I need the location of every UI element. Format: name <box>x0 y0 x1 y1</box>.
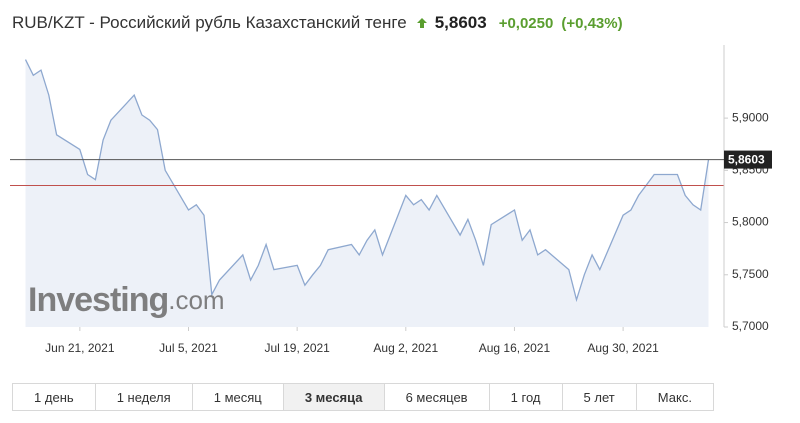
x-tick-label: Jul 5, 2021 <box>159 341 218 355</box>
pair-title: RUB/KZT - Российский рубль Казахстанский… <box>12 13 407 32</box>
range-tab[interactable]: 1 год <box>490 384 563 410</box>
x-tick-label: Jul 19, 2021 <box>264 341 330 355</box>
y-tick-label: 5,8000 <box>732 215 769 229</box>
watermark-suffix: .com <box>168 285 224 315</box>
range-tab[interactable]: 3 месяца <box>283 384 385 410</box>
chart: Investing.com5,70005,75005,80005,85005,9… <box>10 45 772 355</box>
price-line <box>24 59 710 303</box>
range-tabs: 1 день 1 неделя 1 месяц 3 месяца 6 месяцев 1 … <box>12 383 714 411</box>
x-tick-label: Aug 2, 2021 <box>373 341 438 355</box>
range-tab[interactable]: 5 лет <box>563 384 637 410</box>
range-tab[interactable]: 6 месяцев <box>385 384 490 410</box>
y-tick-label: 5,7000 <box>732 319 769 333</box>
watermark-main: Investing <box>28 281 168 319</box>
range-tab[interactable]: 1 месяц <box>193 384 284 410</box>
watermark: Investing.com <box>28 281 225 319</box>
x-tick-label: Jun 21, 2021 <box>45 341 115 355</box>
y-tick-label: 5,7500 <box>732 267 769 281</box>
last-value-box <box>724 150 772 169</box>
range-tab[interactable]: 1 день <box>13 384 96 410</box>
last-value-label: 5,8603 <box>728 153 765 167</box>
x-tick-label: Aug 16, 2021 <box>479 341 551 355</box>
y-tick-label: 5,9000 <box>732 110 769 124</box>
change-percent: (+0,43%) <box>561 14 623 32</box>
range-tab[interactable]: 1 неделя <box>96 384 193 410</box>
x-tick-label: Aug 30, 2021 <box>587 341 659 355</box>
price: 5,8603 <box>434 13 487 32</box>
header: RUB/KZT - Российский рубль Казахстанский… <box>12 10 631 36</box>
area-fill <box>25 59 709 327</box>
up-arrow <box>416 18 427 28</box>
change: +0,0250 <box>498 14 554 32</box>
range-tab[interactable]: Макс. <box>657 389 692 405</box>
